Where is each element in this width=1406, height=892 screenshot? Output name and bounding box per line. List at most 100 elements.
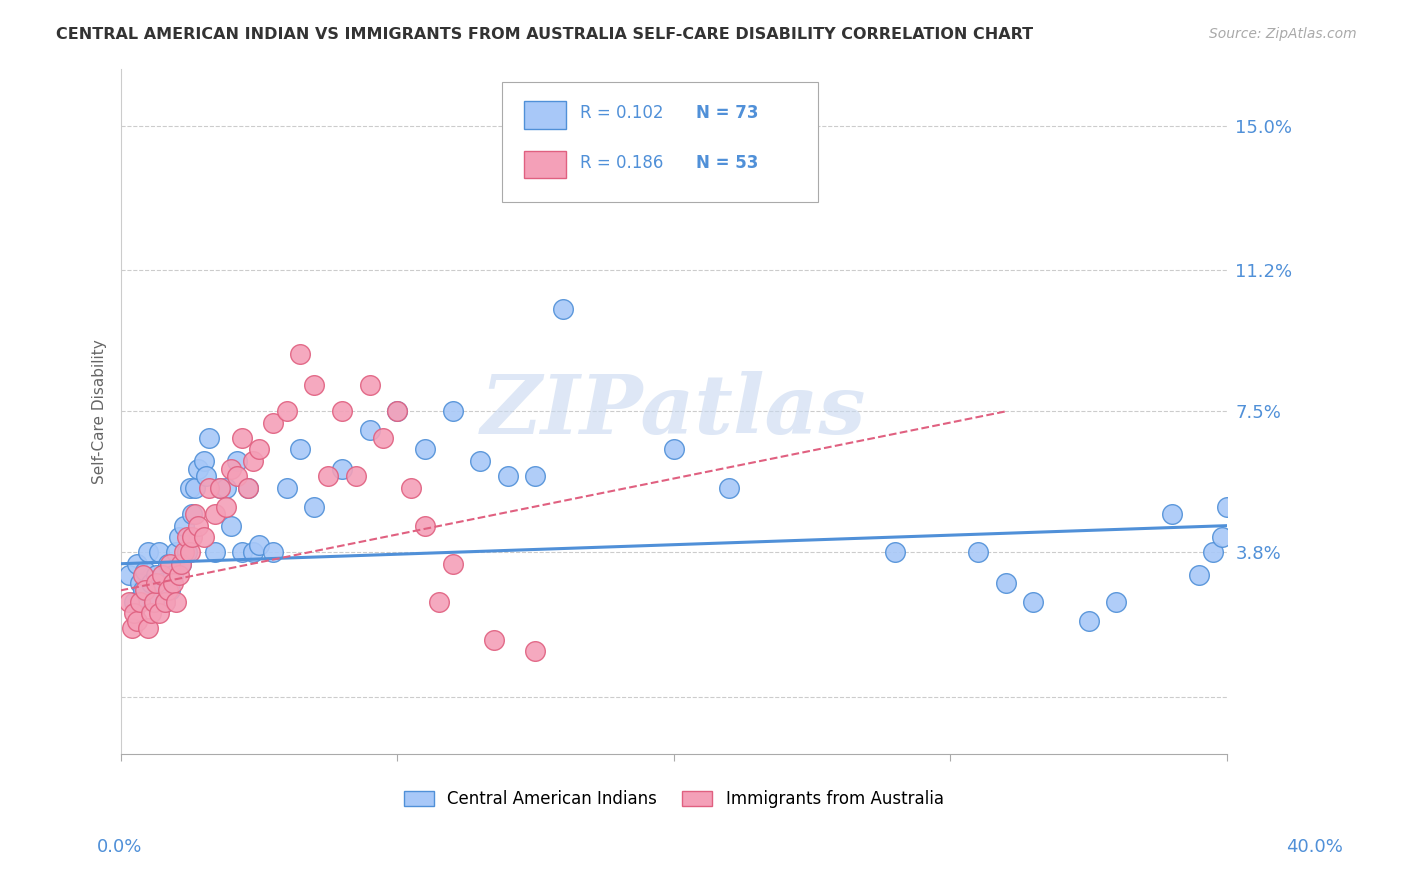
Point — [184, 481, 207, 495]
Point — [1022, 595, 1045, 609]
Point — [1216, 500, 1239, 514]
Text: N = 73: N = 73 — [696, 104, 758, 122]
Point — [385, 404, 408, 418]
Point — [373, 431, 395, 445]
Point — [718, 481, 741, 495]
Text: 40.0%: 40.0% — [1286, 838, 1343, 856]
Point — [344, 469, 367, 483]
Legend: Central American Indians, Immigrants from Australia: Central American Indians, Immigrants fro… — [398, 783, 950, 814]
Point — [231, 545, 253, 559]
Point — [162, 568, 184, 582]
Point — [385, 404, 408, 418]
Point — [142, 595, 165, 609]
FancyBboxPatch shape — [502, 82, 818, 202]
Point — [128, 595, 150, 609]
Point — [139, 575, 162, 590]
Point — [127, 557, 149, 571]
Point — [302, 377, 325, 392]
Point — [441, 404, 464, 418]
Point — [214, 481, 236, 495]
Point — [159, 583, 181, 598]
Point — [176, 530, 198, 544]
Point — [884, 545, 907, 559]
Point — [136, 545, 159, 559]
Point — [131, 568, 153, 582]
Point — [1160, 507, 1182, 521]
Point — [124, 595, 146, 609]
Point — [247, 442, 270, 457]
Point — [219, 461, 242, 475]
Point — [173, 518, 195, 533]
Point — [187, 461, 209, 475]
Point — [193, 454, 215, 468]
Point — [195, 469, 218, 483]
Point — [131, 583, 153, 598]
Point — [662, 442, 685, 457]
Text: R = 0.102: R = 0.102 — [579, 104, 664, 122]
Point — [524, 469, 547, 483]
Point — [302, 500, 325, 514]
Point — [225, 469, 247, 483]
Point — [470, 454, 492, 468]
Point — [167, 530, 190, 544]
Point — [179, 481, 201, 495]
Point — [142, 595, 165, 609]
Point — [524, 644, 547, 658]
Point — [482, 632, 505, 647]
Point — [139, 607, 162, 621]
Point — [134, 565, 156, 579]
Point — [134, 583, 156, 598]
Point — [184, 507, 207, 521]
Point — [145, 568, 167, 582]
Point — [204, 507, 226, 521]
Point — [399, 481, 422, 495]
Text: 0.0%: 0.0% — [97, 838, 142, 856]
Point — [359, 424, 381, 438]
Point — [181, 530, 204, 544]
Point — [128, 575, 150, 590]
Point — [176, 545, 198, 559]
Y-axis label: Self-Care Disability: Self-Care Disability — [93, 339, 107, 483]
Point — [413, 518, 436, 533]
Point — [150, 575, 173, 590]
Point — [231, 431, 253, 445]
Point — [1188, 568, 1211, 582]
FancyBboxPatch shape — [524, 151, 567, 178]
Point — [553, 301, 575, 316]
Point — [148, 545, 170, 559]
Point — [198, 481, 221, 495]
Point — [316, 469, 339, 483]
Point — [359, 377, 381, 392]
Text: CENTRAL AMERICAN INDIAN VS IMMIGRANTS FROM AUSTRALIA SELF-CARE DISABILITY CORREL: CENTRAL AMERICAN INDIAN VS IMMIGRANTS FR… — [56, 27, 1033, 42]
Point — [330, 461, 353, 475]
Point — [187, 518, 209, 533]
Point — [121, 622, 143, 636]
Point — [173, 545, 195, 559]
Point — [247, 538, 270, 552]
Point — [994, 575, 1017, 590]
Point — [124, 607, 146, 621]
Point — [136, 622, 159, 636]
Point — [262, 416, 284, 430]
Point — [276, 404, 298, 418]
Text: N = 53: N = 53 — [696, 154, 758, 172]
Point — [165, 545, 187, 559]
Point — [148, 607, 170, 621]
Point — [167, 568, 190, 582]
Point — [290, 347, 312, 361]
Point — [165, 595, 187, 609]
Point — [153, 595, 176, 609]
Point — [427, 595, 450, 609]
Point — [1211, 530, 1233, 544]
Point — [118, 568, 141, 582]
Point — [162, 575, 184, 590]
Text: R = 0.186: R = 0.186 — [579, 154, 664, 172]
Point — [170, 557, 193, 571]
Point — [242, 545, 264, 559]
Point — [156, 583, 179, 598]
Point — [242, 454, 264, 468]
Point — [330, 404, 353, 418]
Point — [127, 614, 149, 628]
Point — [290, 442, 312, 457]
Point — [118, 595, 141, 609]
